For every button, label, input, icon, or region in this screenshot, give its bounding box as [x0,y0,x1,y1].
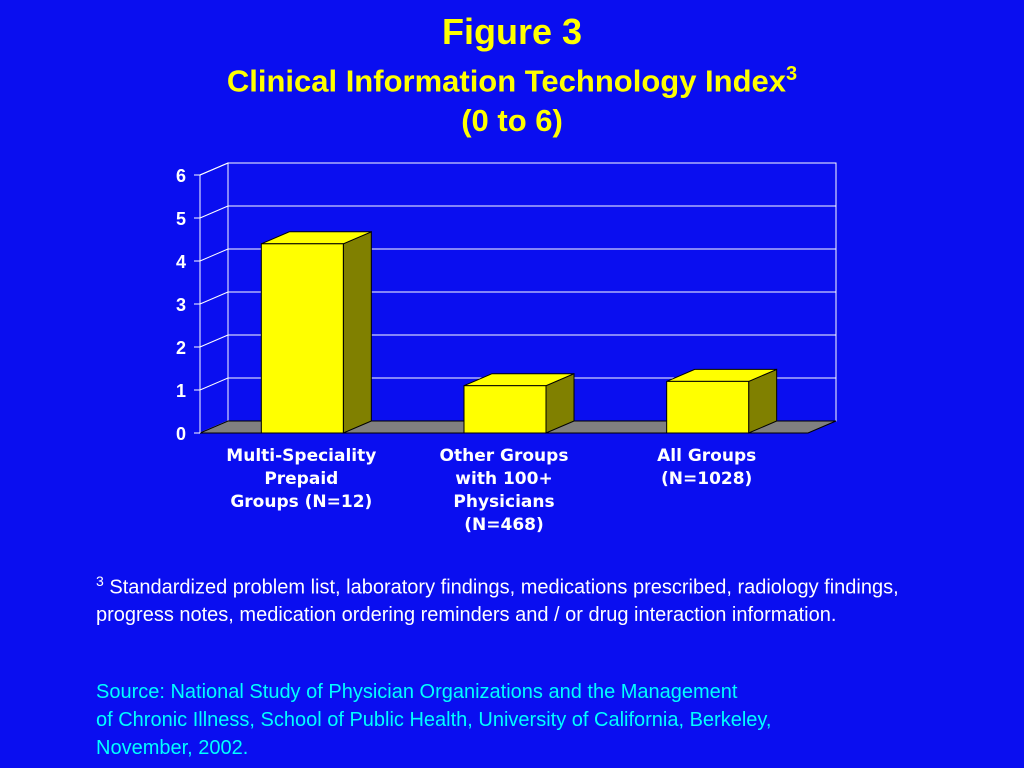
source-line-2: of Chronic Illness, School of Public Hea… [96,709,772,731]
figure-range: (0 to 6) [461,103,563,139]
source-line-1: Source: National Study of Physician Orga… [96,681,738,703]
x-tick-label-line: All Groups [657,446,756,466]
x-tick-label-line: Prepaid [264,469,338,489]
y-tick-label: 6 [176,166,186,186]
x-tick-label-line: Multi-Speciality [226,446,376,466]
subtitle-text: Clinical Information Technology Index [226,63,787,99]
figure-title: Figure 3 [441,11,583,52]
y-tick-label: 5 [176,209,186,229]
x-tick-label-line: Physicians [453,492,554,512]
gridline-side [199,248,229,262]
bar [463,385,547,434]
bar [666,380,750,434]
bar [260,243,344,434]
x-tick-label-line: Groups (N=12) [230,492,372,512]
y-tick-label: 0 [176,424,186,444]
x-tick-label: All Groups (N=1028) [657,446,756,489]
bar-chart: 0 1 2 3 4 5 6 Multi-Speciality Prepaid Groups (N=… [176,162,837,535]
footnote-marker: 3 [96,573,104,589]
gridline-side [199,162,229,176]
source-line-3: November, 2002. [96,737,249,759]
gridline-side [199,291,229,305]
x-tick-label-line: Other Groups [440,446,569,466]
footnote-text: Standardized problem list, laboratory fi… [96,576,899,626]
footnote: 3 Standardized problem list, laboratory … [96,568,976,629]
y-tick-label: 3 [176,295,186,315]
x-tick-label: Multi-Speciality Prepaid Groups (N=12) [226,446,376,512]
x-tick-label: Other Groups with 100+ Physicians (N=468) [440,446,569,535]
gridline-side [199,205,229,219]
source-citation: Source: National Study of Physician Orga… [96,678,996,762]
bar-side [342,231,372,434]
gridline-side [199,377,229,391]
subtitle-superscript: 3 [786,63,798,85]
x-tick-label-line: with 100+ [455,469,552,489]
gridline-side [199,334,229,348]
x-tick-label-line: (N=1028) [661,469,752,489]
y-tick-label: 4 [176,252,186,272]
y-tick-label: 2 [176,338,186,358]
figure-subtitle: Clinical Information Technology Index3 [0,54,1024,101]
x-tick-label-line: (N=468) [464,515,544,535]
title-block: Figure 3 Clinical Information Technology… [0,10,1024,141]
y-tick-label: 1 [176,381,186,401]
